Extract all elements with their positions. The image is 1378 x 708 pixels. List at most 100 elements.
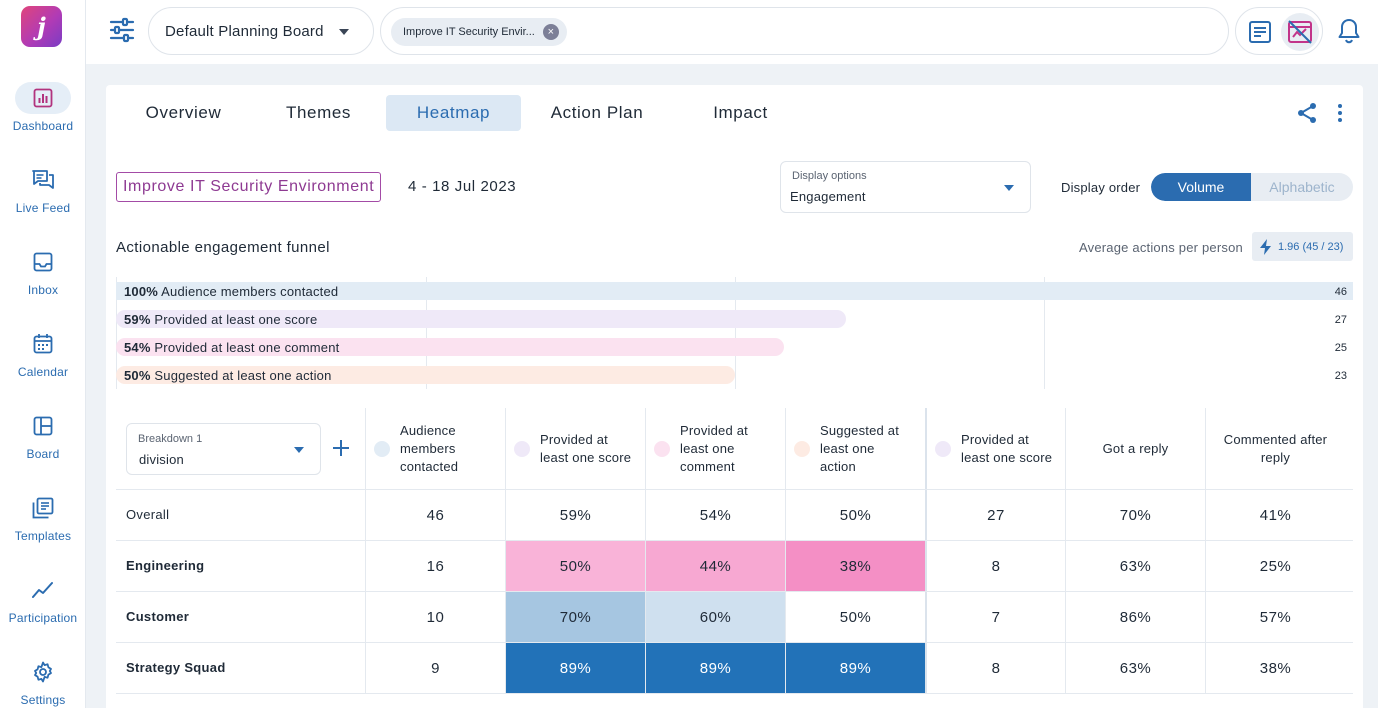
close-icon[interactable]: ×	[542, 24, 559, 40]
heatmap-cell[interactable]: 38%	[785, 541, 925, 591]
filters-icon[interactable]	[108, 16, 136, 44]
report-icon	[1249, 21, 1271, 43]
display-options-select[interactable]: Display options Engagement	[780, 161, 1031, 213]
heatmap-cell[interactable]: 10	[365, 592, 505, 642]
column-header[interactable]: Provided at least one comment	[645, 408, 785, 490]
bell-icon	[1338, 19, 1360, 44]
nav-label-calendar: Calendar	[17, 365, 69, 379]
display-order-label: Display order	[1061, 180, 1141, 195]
column-header[interactable]: Suggested at least one action	[785, 408, 925, 490]
nav-item-calendar[interactable]: Calendar	[0, 328, 86, 379]
nav-item-inbox[interactable]: Inbox	[0, 246, 86, 297]
nav-item-settings[interactable]: Settings	[0, 656, 86, 707]
tab-themes[interactable]: Themes	[285, 103, 351, 122]
tab-overview[interactable]: Overview	[145, 103, 222, 122]
table-row[interactable]: Engineering 16 50% 44% 38% 8 63% 25%	[116, 541, 1353, 592]
heatmap-cell[interactable]: 70%	[1065, 490, 1205, 540]
board-selector-value: Default Planning Board	[165, 22, 324, 40]
nav-label-participation: Participation	[8, 611, 78, 625]
goal-chip[interactable]: Improve IT Security Envir... ×	[391, 18, 567, 46]
column-header-label: Commented after reply	[1223, 432, 1328, 465]
legend-dot-icon	[374, 441, 390, 457]
table-row[interactable]: Strategy Squad 9 89% 89% 89% 8 63% 38%	[116, 643, 1353, 694]
tab-heatmap[interactable]: Heatmap	[386, 95, 521, 131]
average-actions-badge: 1.96 (45 / 23)	[1252, 232, 1353, 261]
heatmap-cell[interactable]: 86%	[1065, 592, 1205, 642]
heatmap-cell[interactable]: 8	[925, 643, 1065, 693]
heatmap-cell[interactable]: 44%	[645, 541, 785, 591]
funnel-row-label: 100% Audience members contacted	[124, 284, 339, 299]
heatmap-cell[interactable]: 63%	[1065, 643, 1205, 693]
column-header[interactable]: Got a reply	[1065, 408, 1205, 490]
funnel-bar	[116, 310, 846, 328]
table-row[interactable]: Overall 46 59% 54% 50% 27 70% 41%	[116, 490, 1353, 541]
heatmap-cell[interactable]: 70%	[505, 592, 645, 642]
share-icon[interactable]	[1296, 102, 1318, 124]
legend-dot-icon	[654, 441, 670, 457]
heatmap-cell[interactable]: 9	[365, 643, 505, 693]
heatmap-cell[interactable]: 38%	[1205, 643, 1345, 693]
row-label: Strategy Squad	[126, 660, 226, 675]
nav-item-templates[interactable]: Templates	[0, 492, 86, 543]
funnel-row: 54% Provided at least one comment 25	[116, 338, 1353, 356]
heatmap-cell[interactable]: 50%	[785, 592, 925, 642]
column-header[interactable]: Audience members contacted	[365, 408, 505, 490]
table-row[interactable]: Customer 10 70% 60% 50% 7 86% 57%	[116, 592, 1353, 643]
lightning-icon	[1260, 238, 1271, 255]
side-navigation: j Dashboard Live Feed Inbox Calendar Boa…	[0, 0, 86, 708]
board-selector[interactable]: Default Planning Board	[148, 7, 374, 55]
funnel-row-label: 54% Provided at least one comment	[124, 340, 340, 355]
row-label: Customer	[126, 609, 190, 624]
funnel-row: 59% Provided at least one score 27	[116, 310, 1353, 328]
breakdown-value: division	[139, 452, 184, 467]
tab-impact[interactable]: Impact	[713, 103, 768, 122]
heatmap-cell[interactable]: 59%	[505, 490, 645, 540]
heatmap-cell[interactable]: 8	[925, 541, 1065, 591]
heatmap-cell[interactable]: 50%	[505, 541, 645, 591]
heatmap-cell[interactable]: 16	[365, 541, 505, 591]
column-header-label: Audience members contacted	[400, 423, 459, 474]
row-label: Overall	[126, 507, 170, 522]
presentation-off-button[interactable]	[1281, 13, 1319, 51]
heatmap-cell[interactable]: 46	[365, 490, 505, 540]
heatmap-cell[interactable]: 63%	[1065, 541, 1205, 591]
heatmap-cell[interactable]: 7	[925, 592, 1065, 642]
column-header[interactable]: Commented after reply	[1205, 408, 1345, 490]
column-header-label: Provided at least one score	[540, 432, 632, 465]
chat-icon	[15, 164, 71, 196]
heatmap-cell[interactable]: 25%	[1205, 541, 1345, 591]
tab-action-plan[interactable]: Action Plan	[550, 103, 644, 122]
nav-item-participation[interactable]: Participation	[0, 574, 86, 625]
heatmap-cell[interactable]: 89%	[505, 643, 645, 693]
heatmap-cell[interactable]: 89%	[645, 643, 785, 693]
heatmap-cell[interactable]: 57%	[1205, 592, 1345, 642]
view-toggle-group	[1235, 7, 1323, 55]
breakdown-select[interactable]: Breakdown 1 division	[126, 423, 321, 475]
column-header[interactable]: Provided at least one score	[505, 408, 645, 490]
add-breakdown-button[interactable]	[331, 438, 351, 458]
logo-letter: j	[37, 12, 46, 41]
heatmap-cell[interactable]: 60%	[645, 592, 785, 642]
notifications-button[interactable]	[1334, 16, 1364, 46]
nav-item-dashboard[interactable]: Dashboard	[0, 82, 86, 133]
more-options-icon[interactable]	[1330, 102, 1350, 124]
heatmap-cell[interactable]: 89%	[785, 643, 925, 693]
order-volume-button[interactable]: Volume	[1151, 173, 1251, 201]
nav-item-live-feed[interactable]: Live Feed	[0, 164, 86, 215]
column-header[interactable]: Provided at least one score	[925, 408, 1065, 490]
display-options-value: Engagement	[790, 189, 866, 204]
column-header-label: Provided at least one comment	[680, 423, 748, 474]
row-label: Engineering	[126, 558, 205, 573]
heatmap-cell[interactable]: 50%	[785, 490, 925, 540]
nav-item-board[interactable]: Board	[0, 410, 86, 461]
heatmap-cell[interactable]: 41%	[1205, 490, 1345, 540]
funnel-row-label: 50% Suggested at least one action	[124, 368, 332, 383]
order-alphabetic-button[interactable]: Alphabetic	[1269, 179, 1335, 195]
heatmap-cell[interactable]: 54%	[645, 490, 785, 540]
heatmap-cell[interactable]: 27	[925, 490, 1065, 540]
report-button[interactable]	[1241, 13, 1279, 51]
app-logo[interactable]: j	[21, 6, 62, 47]
goal-filter-field[interactable]: Improve IT Security Envir... ×	[380, 7, 1229, 55]
legend-dot-icon	[794, 441, 810, 457]
templates-icon	[15, 492, 71, 524]
